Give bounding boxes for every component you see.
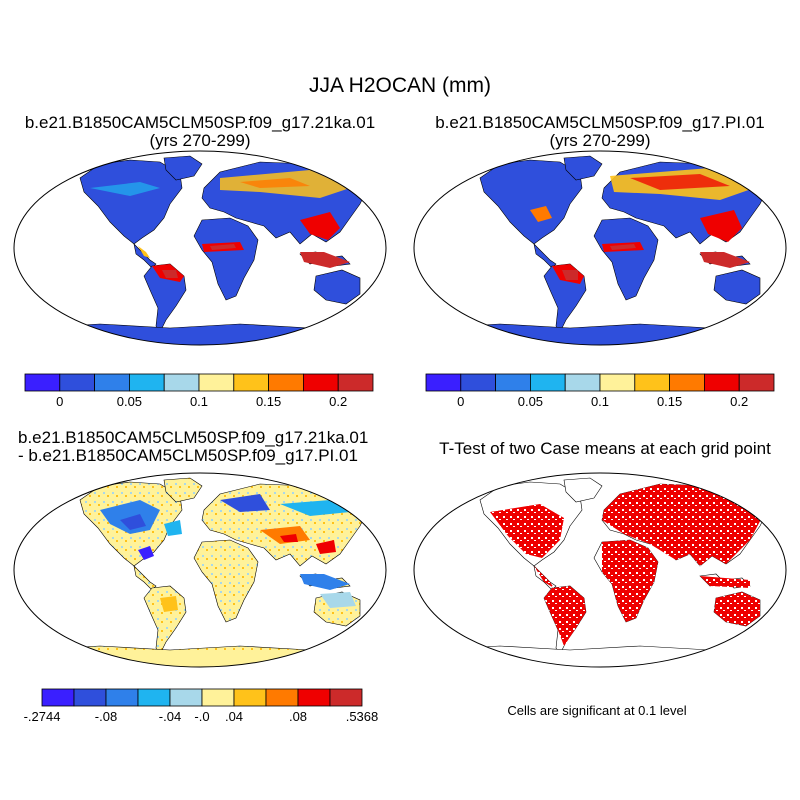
colorbar-swatch	[329, 688, 363, 707]
colorbar-tick-label: 0.15	[656, 394, 683, 409]
colorbar-swatch	[105, 688, 139, 707]
colorbar-swatch	[268, 373, 304, 392]
colorbar-tick-label: 0.15	[255, 394, 282, 409]
colorbar-swatch	[530, 373, 566, 392]
colorbar-tick-label: -.0	[194, 709, 210, 724]
panel4-title: T-Test of two Case means at each grid po…	[439, 439, 771, 458]
colorbar-swatch	[634, 373, 670, 392]
colorbar-swatch	[738, 373, 775, 392]
colorbar-swatch	[41, 688, 75, 707]
colorbar-swatch	[59, 373, 95, 392]
colorbar-tick-label: -.2744	[23, 709, 61, 724]
colorbar-tick-label: .5368	[345, 709, 379, 724]
colorbar-swatch	[564, 373, 601, 392]
colorbar-tick-label: .08	[288, 709, 308, 724]
colorbar-swatch	[337, 373, 374, 392]
colorbar-swatch	[233, 373, 270, 392]
panel3-title-line1: b.e21.B1850CAM5CLM50SP.f09_g17.21ka.01	[18, 428, 369, 447]
colorbar-swatch	[302, 373, 339, 392]
colorbar-tick-label: 0.2	[730, 394, 749, 409]
colorbar-swatch	[425, 373, 462, 392]
figure-title: JJA H2OCAN (mm)	[308, 74, 491, 97]
panel3-title-line2: - b.e21.B1850CAM5CLM50SP.f09_g17.PI.01	[18, 446, 358, 465]
colorbar-swatch	[198, 373, 235, 392]
colorbar-tick-label: 0	[56, 394, 64, 409]
colorbar-tick-label: 0.05	[116, 394, 143, 409]
colorbar-swatch	[460, 373, 496, 392]
colorbar-swatch	[163, 373, 200, 392]
colorbar-swatch	[704, 373, 740, 392]
colorbar-swatch	[169, 688, 203, 707]
colorbar-tick-label: 0.1	[189, 394, 209, 409]
colorbar-swatch	[201, 688, 235, 707]
panel2-title-line1: b.e21.B1850CAM5CLM50SP.f09_g17.PI.01	[435, 113, 765, 132]
colorbar-swatch	[495, 373, 531, 392]
colorbar-swatch	[265, 688, 299, 707]
colorbar-tick-label: .04	[224, 709, 244, 724]
colorbar-swatch	[599, 373, 636, 392]
colorbar-tick-label: -.08	[94, 709, 118, 724]
panel1-title-line1: b.e21.B1850CAM5CLM50SP.f09_g17.21ka.01	[24, 113, 376, 132]
significance-note: Cells are significant at 0.1 level	[507, 703, 687, 718]
colorbar-swatch	[297, 688, 331, 707]
colorbar-swatch	[24, 373, 61, 392]
colorbar-swatch	[73, 688, 107, 707]
colorbar-tick-label: -.04	[158, 709, 182, 724]
colorbar-swatch	[94, 373, 130, 392]
colorbar-tick-label: 0	[457, 394, 465, 409]
panel2-title-line2: (yrs 270-299)	[549, 131, 651, 150]
colorbar-swatch	[233, 688, 267, 707]
colorbar-tick-label: 0.2	[329, 394, 348, 409]
colorbar-swatch	[128, 373, 165, 392]
colorbar-swatch	[137, 688, 171, 707]
colorbar-swatch	[669, 373, 705, 392]
colorbar-tick-label: 0.05	[517, 394, 544, 409]
colorbar-tick-label: 0.1	[590, 394, 610, 409]
panel1-title-line2: (yrs 270-299)	[149, 131, 251, 150]
